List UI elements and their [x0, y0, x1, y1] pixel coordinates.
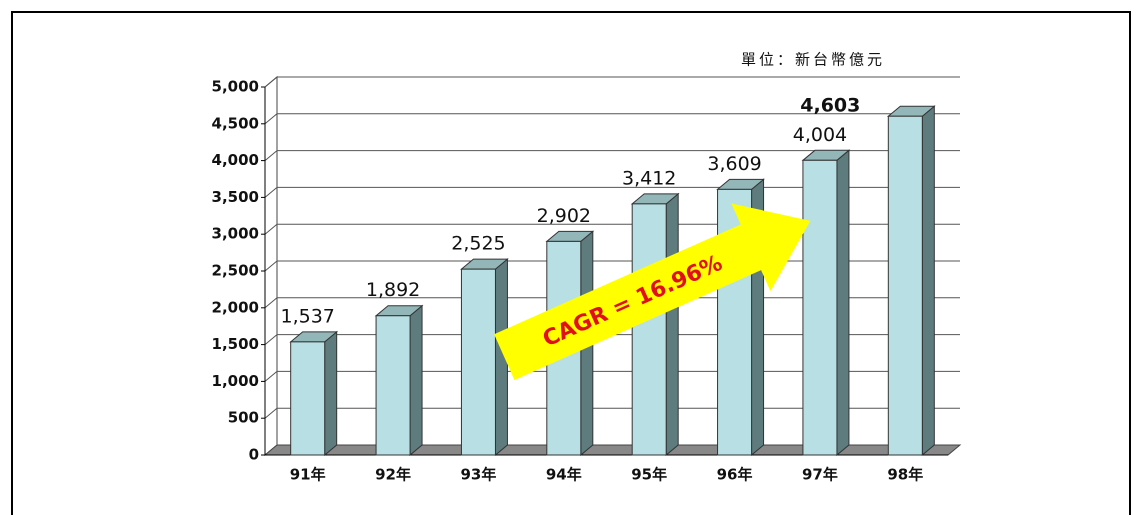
x-tick-label: 94年 — [546, 466, 582, 484]
bar — [290, 341, 326, 456]
y-tick-label: 4,500 — [212, 114, 259, 132]
y-tick-label: 4,000 — [212, 151, 259, 169]
bar-side — [836, 149, 850, 457]
x-tick-label: 91年 — [290, 466, 326, 484]
y-tick-label: 2,500 — [212, 262, 259, 280]
y-tick-label: 5,000 — [212, 78, 259, 96]
x-tick-label: 98年 — [887, 466, 923, 484]
x-tick-label: 97年 — [802, 466, 838, 484]
y-tick-label: 0 — [249, 446, 259, 464]
plot: 0 500 1,000 1,500 2,000 2,500 3,000 3,500 4,000 4… — [212, 75, 962, 484]
value-label: 2,902 — [537, 205, 591, 227]
bar — [460, 268, 496, 456]
bar — [631, 203, 667, 456]
y-tick-label: 2,000 — [212, 298, 259, 316]
bar-side — [921, 105, 935, 457]
grid-line — [264, 150, 960, 161]
x-tick-label: 92年 — [375, 466, 411, 484]
value-label: 2,525 — [451, 233, 505, 255]
y-tick-label: 500 — [228, 409, 259, 427]
y-tick-label: 1,500 — [212, 335, 259, 353]
bar-side — [665, 192, 679, 457]
value-label: 1,892 — [366, 279, 420, 301]
x-tick-label: 95年 — [631, 466, 667, 484]
y-tick-label: 1,000 — [212, 372, 259, 390]
value-label: 1,537 — [280, 305, 334, 327]
grid-line — [264, 223, 960, 235]
bar-side — [324, 330, 338, 457]
floor — [263, 444, 962, 456]
bar — [887, 115, 923, 456]
value-label: 4,603 — [800, 95, 860, 117]
grid-line — [264, 76, 960, 88]
grid-line — [264, 407, 960, 419]
grid-line — [264, 186, 960, 198]
frame — [11, 11, 1131, 515]
bar — [375, 315, 411, 456]
grid-line — [264, 370, 960, 382]
value-label: 4,004 — [793, 124, 847, 146]
value-label: 3,412 — [622, 167, 676, 189]
arrow-shape — [494, 203, 811, 380]
y-tick-label: 3,000 — [212, 225, 259, 243]
unit-note: 單位：新台幣億元 — [741, 51, 885, 69]
x-tick-label: 96年 — [717, 466, 753, 484]
bar-side — [409, 304, 423, 457]
y-tick-label: 3,500 — [212, 188, 259, 206]
bar — [802, 159, 838, 456]
value-label: 3,609 — [707, 153, 761, 175]
x-tick-label: 93年 — [461, 466, 497, 484]
grid-line — [264, 260, 960, 272]
grid-line — [264, 113, 960, 125]
